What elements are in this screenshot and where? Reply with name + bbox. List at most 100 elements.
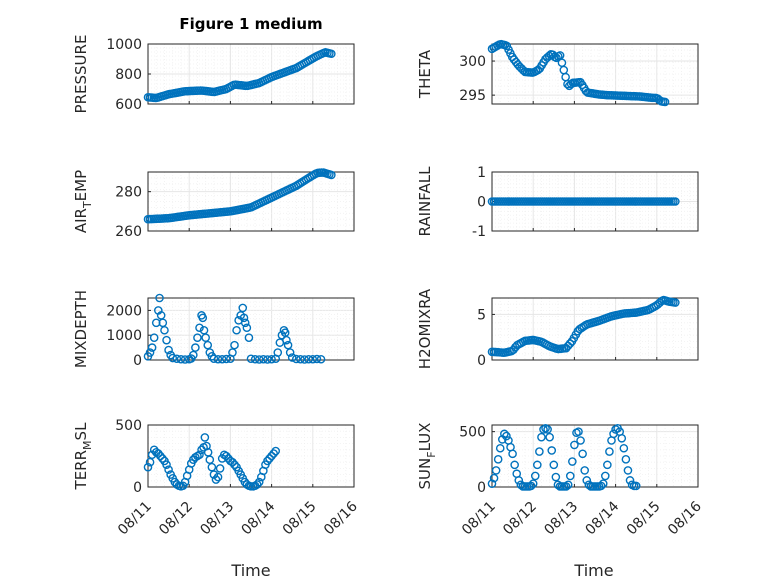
data-point	[308, 354, 318, 364]
data-point	[200, 433, 210, 442]
data-point	[201, 333, 210, 342]
data-point	[621, 455, 631, 464]
data-point	[625, 476, 635, 485]
y-label-subscript: F	[425, 451, 438, 457]
data-point	[576, 436, 585, 445]
data-point	[547, 446, 557, 455]
data-point	[240, 318, 250, 328]
data-point	[500, 429, 509, 439]
data-point	[176, 354, 186, 364]
data-point	[230, 460, 239, 469]
data-point	[232, 325, 241, 335]
data-point	[631, 481, 641, 491]
data-point	[250, 354, 260, 364]
data-point	[312, 354, 322, 364]
y-label-part: AIR	[72, 208, 90, 233]
data-point	[574, 427, 583, 436]
data-point	[619, 443, 629, 453]
y-tick-label: 1000	[106, 37, 142, 53]
data-point	[316, 354, 326, 364]
data-point	[561, 72, 570, 82]
figure-title: Figure 1 medium	[179, 15, 322, 33]
y-tick-label: 2000	[106, 303, 142, 319]
data-point	[565, 471, 575, 481]
subplot-8: 0 500 08/11 08/12 08/13 08/14 08/15 08/16 SUNFLU…	[416, 423, 705, 539]
subplot-6: 0 5 H2OMIXRA	[416, 288, 699, 369]
y-axis-label: MIXDEPTH	[72, 290, 90, 368]
data-point	[228, 457, 237, 467]
x-tick-label: 08/16	[665, 498, 705, 538]
y-axis-label: TERRMSL	[72, 422, 94, 491]
y-label-subscript: T	[81, 201, 94, 209]
y-tick-label: 0	[133, 480, 142, 496]
data-point	[489, 473, 499, 483]
data-point	[535, 447, 544, 456]
subplot-5: 0 1000 2000 MIXDEPTH	[72, 290, 355, 369]
data-point	[603, 460, 612, 470]
axes-box	[491, 297, 699, 361]
data-point	[267, 451, 276, 461]
data-point	[155, 293, 164, 303]
x-tick-label: 08/14	[239, 498, 279, 538]
data-point	[156, 451, 165, 461]
y-tick-label: 500	[115, 418, 142, 434]
data-point	[285, 348, 295, 357]
data-point	[671, 197, 680, 206]
data-point	[239, 313, 249, 323]
data-point	[164, 345, 173, 355]
data-point	[267, 354, 276, 364]
data-point	[487, 479, 497, 488]
data-point	[300, 355, 309, 364]
data-point	[526, 481, 536, 491]
x-tick-label: 08/13	[541, 499, 581, 539]
y-axis-label: THETA	[416, 49, 434, 99]
data-point	[510, 460, 519, 470]
y-axis-label: AIRTEMP	[72, 170, 94, 233]
data-point	[660, 97, 670, 107]
x-tick-label: 08/12	[156, 499, 196, 539]
axes-box	[491, 43, 699, 105]
data-point	[528, 479, 538, 488]
data-point	[195, 450, 204, 460]
data-point	[162, 460, 171, 469]
data-point	[213, 472, 223, 482]
data-point	[598, 479, 608, 488]
data-point	[221, 354, 231, 364]
subplot-4: -1 0 1 RAINFALL	[416, 165, 699, 240]
data-point	[263, 456, 272, 466]
data-point	[296, 354, 305, 364]
x-tick-label: 08/15	[280, 499, 320, 539]
data-point	[259, 354, 268, 364]
data-point	[172, 354, 182, 364]
axes-box	[147, 171, 355, 232]
data-point	[228, 348, 237, 357]
y-tick-label: 0	[477, 353, 486, 369]
data-point	[327, 170, 336, 180]
data-point	[242, 323, 252, 333]
data-point	[491, 466, 501, 475]
data-point	[269, 449, 278, 458]
y-tick-label: 295	[459, 88, 486, 104]
data-point	[563, 480, 573, 490]
data-point	[545, 432, 554, 442]
data-point	[195, 323, 204, 333]
data-point	[147, 343, 157, 352]
data-point	[565, 339, 575, 348]
data-point	[292, 354, 301, 364]
data-point	[282, 335, 291, 345]
y-tick-label: 1000	[106, 328, 142, 344]
y-tick-label: 600	[115, 97, 142, 113]
subplot-2: 295 300 THETA	[416, 39, 699, 107]
y-tick-label: 300	[459, 54, 486, 70]
y-label-part: SUN	[416, 458, 434, 490]
data-point	[582, 476, 592, 485]
data-point	[570, 440, 579, 450]
data-point	[189, 350, 198, 360]
y-tick-label: 280	[115, 185, 142, 201]
data-point	[559, 65, 569, 75]
data-point	[215, 464, 225, 473]
data-point	[671, 298, 680, 307]
data-point	[551, 472, 561, 482]
y-label-part: TERR	[72, 450, 90, 491]
data-point	[153, 449, 163, 458]
